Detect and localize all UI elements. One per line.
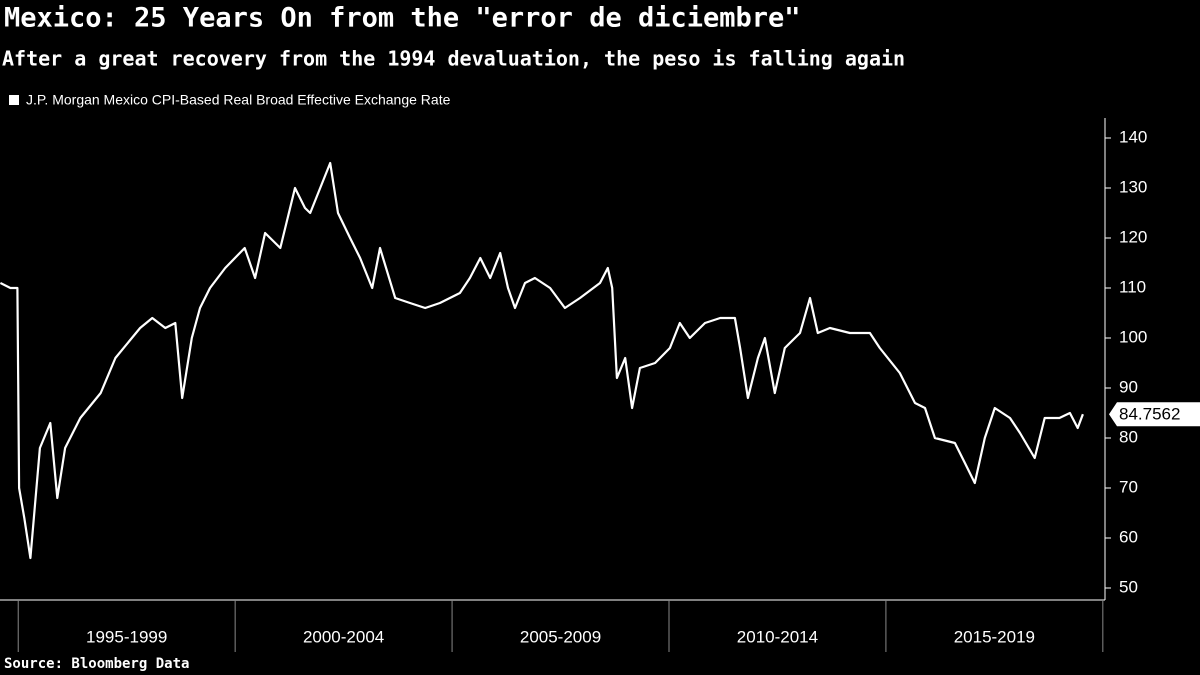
- y-tick-label: 80: [1119, 427, 1138, 446]
- y-tick-label: 140: [1119, 127, 1147, 146]
- x-tick-label: 2005-2009: [520, 627, 601, 646]
- y-tick-label: 90: [1119, 377, 1138, 396]
- x-tick-label: 2000-2004: [303, 627, 384, 646]
- y-tick-label: 50: [1119, 577, 1138, 596]
- last-value-box: [1109, 402, 1200, 427]
- chart-title: Mexico: 25 Years On from the "error de d…: [4, 3, 801, 34]
- y-tick-label: 100: [1119, 327, 1147, 346]
- y-tick-label: 70: [1119, 477, 1138, 496]
- last-value-label: 84.7562: [1119, 405, 1180, 424]
- y-tick-label: 120: [1119, 227, 1147, 246]
- legend-swatch: [9, 95, 19, 105]
- y-tick-label: 130: [1119, 177, 1147, 196]
- chart-subtitle: After a great recovery from the 1994 dev…: [2, 47, 905, 71]
- x-tick-label: 2010-2014: [737, 627, 818, 646]
- series-line: [0, 161, 1084, 560]
- x-tick-label: 1995-1999: [86, 627, 167, 646]
- x-tick-label: 2015-2019: [954, 627, 1035, 646]
- source: Source: Bloomberg Data: [4, 656, 189, 672]
- y-tick-label: 60: [1119, 527, 1138, 546]
- legend-label: J.P. Morgan Mexico CPI-Based Real Broad …: [26, 92, 451, 108]
- y-tick-label: 110: [1119, 277, 1146, 296]
